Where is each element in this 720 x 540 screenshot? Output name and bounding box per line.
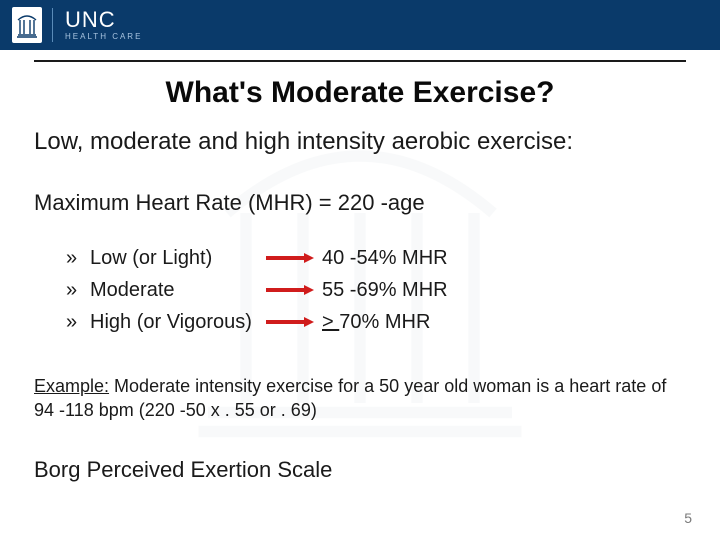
intensity-value: > 70% MHR — [322, 311, 686, 334]
borg-scale: Borg Perceived Exertion Scale — [34, 457, 686, 483]
intensity-label: Low (or Light) — [90, 247, 266, 270]
logo-text: UNC HEALTH CARE — [65, 9, 142, 41]
intensity-label: High (or Vigorous) — [90, 311, 266, 334]
unc-logo: UNC HEALTH CARE — [12, 7, 142, 43]
old-well-icon — [12, 7, 42, 43]
example-label: Example: — [34, 376, 109, 396]
arrow-icon — [266, 252, 322, 264]
bullet-icon: » — [66, 311, 90, 334]
bullet-icon: » — [66, 247, 90, 270]
divider-line — [34, 60, 686, 62]
slide-content: What's Moderate Exercise? Low, moderate … — [0, 60, 720, 483]
intensity-list: » Low (or Light) 40 -54% MHR » Moderate … — [66, 242, 686, 338]
page-number: 5 — [684, 510, 692, 526]
arrow-icon — [266, 284, 322, 296]
arrow-icon — [266, 316, 322, 328]
intensity-value: 40 -54% MHR — [322, 247, 686, 270]
intensity-row-high: » High (or Vigorous) > 70% MHR — [66, 306, 686, 338]
logo-divider — [52, 8, 53, 42]
intensity-row-low: » Low (or Light) 40 -54% MHR — [66, 242, 686, 274]
gte-symbol: > — [322, 311, 339, 333]
intensity-label: Moderate — [90, 279, 266, 302]
intensity-row-moderate: » Moderate 55 -69% MHR — [66, 274, 686, 306]
header-bar: UNC HEALTH CARE — [0, 0, 720, 50]
intensity-value: 55 -69% MHR — [322, 279, 686, 302]
subtitle: Low, moderate and high intensity aerobic… — [34, 128, 686, 156]
example-text: Example: Moderate intensity exercise for… — [34, 374, 686, 423]
slide-title: What's Moderate Exercise? — [34, 76, 686, 110]
logo-sub-text: HEALTH CARE — [65, 33, 142, 41]
logo-unc-text: UNC — [65, 9, 142, 31]
example-body: Moderate intensity exercise for a 50 yea… — [34, 376, 666, 420]
bullet-icon: » — [66, 279, 90, 302]
intensity-value-rest: 70% MHR — [339, 311, 430, 333]
mhr-formula: Maximum Heart Rate (MHR) = 220 -age — [34, 190, 686, 216]
